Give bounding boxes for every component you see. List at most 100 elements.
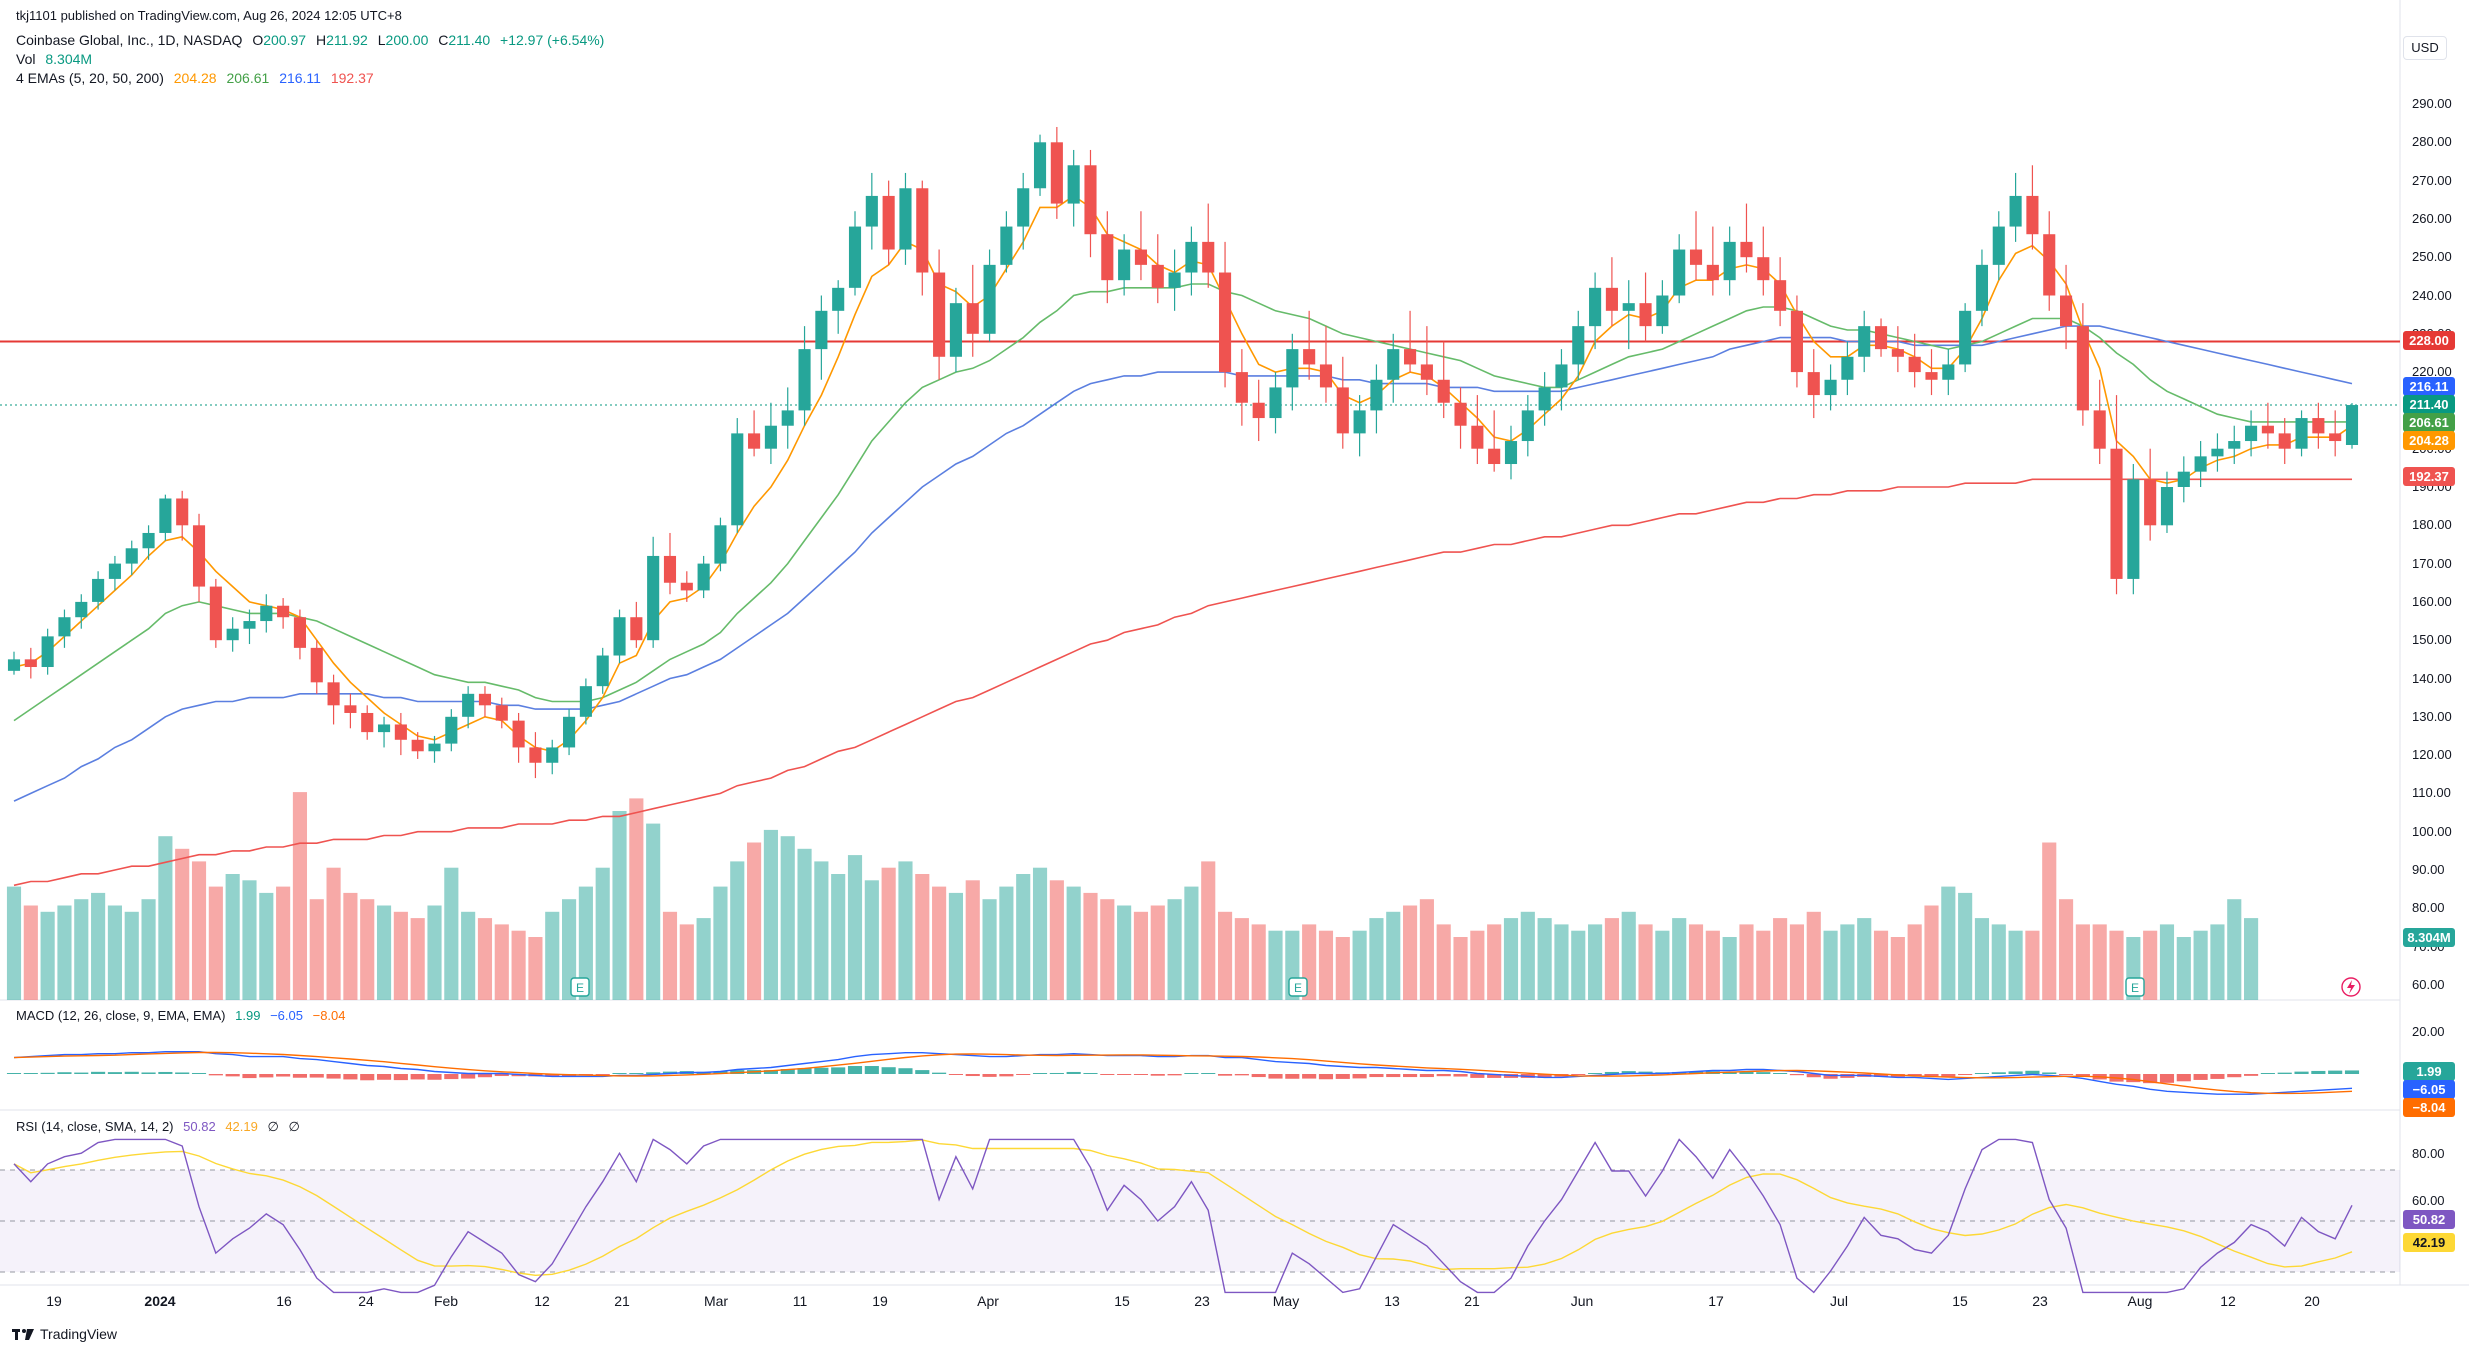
price-scale-label: 90.00 (2412, 862, 2445, 877)
candle-body (512, 720, 525, 748)
volume-bar (1958, 892, 1973, 1000)
candle-body (546, 747, 559, 763)
candle-body (2312, 418, 2325, 434)
volume-bar (1672, 918, 1687, 1000)
macd-histogram-bar (191, 1072, 207, 1074)
rsi-ma-tag: 42.19 (2403, 1233, 2455, 1252)
candle-body (579, 686, 592, 717)
macd-histogram-bar (2260, 1073, 2275, 1074)
macd-histogram-bar (1756, 1072, 1771, 1074)
ema200-line (13, 478, 2352, 887)
candle-body (327, 682, 340, 706)
open-value: 200.97 (263, 32, 307, 48)
candle-body (1605, 287, 1618, 311)
macd-hist-value: 1.99 (235, 1008, 261, 1023)
candle-body (1134, 249, 1148, 265)
ema-legend[interactable]: 4 EMAs (5, 20, 50, 200) 204.28 206.61 21… (16, 70, 380, 86)
candle-body (865, 195, 878, 227)
macd-histogram-bar (1958, 1074, 1973, 1076)
candle-body (815, 310, 828, 350)
macd-histogram-bar (1083, 1073, 1098, 1074)
volume-bar (276, 886, 291, 1000)
volume-bar (982, 899, 997, 1000)
volume-bar (477, 918, 493, 1000)
volume-bar (1873, 930, 1889, 1000)
volume-bar (2210, 924, 2225, 1000)
price-scale-label: 60.00 (2412, 976, 2445, 992)
price-scale-label: 270.00 (2412, 172, 2452, 188)
candle-body (2009, 195, 2022, 227)
price-scale-label: 240.00 (2412, 287, 2452, 303)
volume-bar (2159, 924, 2175, 1000)
macd-histogram-bar (494, 1074, 509, 1077)
candle-body (1774, 280, 1787, 311)
rsi-scale-label-80: 80.00 (2412, 1146, 2445, 1161)
candle-body (1286, 349, 1299, 388)
candle-body (596, 655, 609, 687)
volume-bar (2244, 918, 2259, 1000)
macd-histogram-bar (2008, 1071, 2023, 1074)
macd-histogram-bar (1217, 1074, 1233, 1076)
volume-bar (494, 924, 509, 1000)
macd-histogram-bar (1470, 1074, 1485, 1078)
macd-legend[interactable]: MACD (12, 26, close, 9, EMA, EMA) 1.99 −… (16, 1008, 352, 1024)
symbol-legend[interactable]: Coinbase Global, Inc., 1D, NASDAQ O200.9… (16, 32, 610, 48)
time-axis-label: 2024 (144, 1293, 176, 1309)
candle-body (377, 724, 391, 733)
volume-bar (1722, 937, 1737, 1000)
ema20-value: 206.61 (226, 70, 270, 86)
candle-body (1622, 303, 1635, 311)
volume-bar (343, 892, 358, 1000)
volume-bar (2092, 924, 2107, 1000)
earnings-marker[interactable]: E (570, 977, 590, 997)
macd-histogram-bar (2042, 1072, 2057, 1074)
macd-histogram-bar (612, 1073, 627, 1074)
macd-signal-line (13, 1051, 2353, 1095)
candle-body (1050, 142, 1063, 204)
currency-button[interactable]: USD (2403, 36, 2447, 60)
candle-body (1437, 379, 1450, 403)
volume-bar (1251, 924, 1266, 1000)
price-scale-label: 140.00 (2412, 670, 2452, 686)
candle-body (1084, 165, 1097, 235)
candle-body (663, 555, 677, 583)
macd-histogram-bar (2075, 1074, 2090, 1077)
candle-body (832, 287, 845, 311)
candle-body (125, 548, 138, 564)
macd-histogram-bar (141, 1072, 156, 1074)
candle-body (1101, 234, 1114, 281)
earnings-marker[interactable]: E (1288, 977, 1308, 997)
macd-histogram-bar (393, 1074, 408, 1081)
earnings-marker[interactable]: E (2125, 977, 2145, 997)
volume-bar (1823, 930, 1838, 1000)
ema50-value: 216.11 (279, 70, 321, 86)
volume-bar (124, 911, 139, 1000)
macd-value: −6.05 (270, 1008, 303, 1023)
earnings-marker-box (1288, 977, 1308, 997)
candle-body (1336, 387, 1349, 434)
volume-bar (1520, 911, 1535, 1000)
rsi-legend[interactable]: RSI (14, close, SMA, 14, 2) 50.82 42.19 … (16, 1119, 306, 1135)
candle-body (1252, 402, 1265, 419)
volume-bar (1638, 924, 1653, 1000)
macd-histogram-bar (1537, 1074, 1552, 1078)
volume-bar (864, 880, 879, 1000)
candle-body (2043, 234, 2056, 296)
macd-histogram-bar (932, 1072, 947, 1074)
price-scale-label: 80.00 (2412, 900, 2445, 916)
time-axis-label: 17 (1708, 1293, 1724, 1309)
volume-bar (999, 886, 1014, 1000)
candle-body (529, 747, 542, 763)
volume-bar (1016, 874, 1031, 1000)
volume-legend[interactable]: Vol 8.304M (16, 51, 98, 67)
volume-bar (1032, 867, 1048, 1000)
volume-tag: 8.304M (2403, 928, 2455, 947)
candle-body (1689, 249, 1703, 265)
macd-histogram-bar (124, 1071, 139, 1074)
macd-histogram-bar (1285, 1074, 1300, 1079)
volume-bar (6, 886, 22, 1000)
candle-body (966, 303, 979, 334)
price-scale-label: 170.00 (2412, 555, 2452, 571)
candle-body (1656, 295, 1669, 327)
